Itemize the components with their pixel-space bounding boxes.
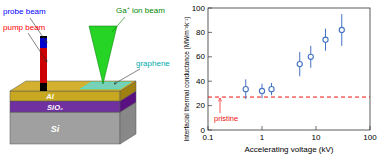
y-tick bbox=[208, 32, 212, 33]
schematic-label: Ga⁺ ion beam bbox=[116, 6, 165, 15]
data-point bbox=[243, 87, 248, 92]
laser-rod bbox=[40, 36, 47, 91]
probe-beam bbox=[40, 38, 47, 48]
plot-area bbox=[208, 14, 370, 99]
pristine-label: pristine bbox=[214, 114, 238, 123]
ion-cone bbox=[89, 26, 117, 84]
y-tick-label: 20 bbox=[196, 101, 205, 110]
schematic-label: SiO₂ bbox=[47, 103, 63, 112]
x-tick-label: 10 bbox=[312, 133, 321, 142]
y-tick bbox=[208, 56, 212, 57]
si-layer-face bbox=[10, 112, 120, 144]
data-point bbox=[308, 54, 313, 59]
si-layer-top bbox=[10, 102, 136, 112]
schematic-label: Si bbox=[51, 124, 60, 134]
plot-frame bbox=[208, 8, 370, 130]
schematic-label: probe beam bbox=[3, 7, 46, 16]
y-tick bbox=[208, 81, 212, 82]
pristine-arrow bbox=[220, 98, 221, 113]
y-tick bbox=[208, 105, 212, 106]
sio2-layer-top bbox=[10, 91, 136, 101]
axes: 0.1110100020406080100 bbox=[192, 4, 378, 143]
schematic-label: graphene bbox=[136, 59, 170, 68]
schematic-label: Al bbox=[45, 92, 54, 101]
data-point bbox=[339, 27, 344, 32]
y-tick-label: 60 bbox=[196, 52, 205, 61]
data-point bbox=[297, 62, 302, 67]
schematic-label: pump beam bbox=[3, 23, 46, 32]
data-point bbox=[269, 87, 274, 92]
pristine-line bbox=[208, 97, 370, 98]
y-tick-label: 0 bbox=[201, 126, 206, 135]
arrow bbox=[28, 33, 47, 62]
sio2-layer-face bbox=[10, 101, 120, 112]
y-axis-label: Interfacial thermal conductance (MWm⁻²k⁻… bbox=[183, 16, 191, 141]
arrow bbox=[112, 17, 125, 32]
x-axis-label: Accelerating voltage (kV) bbox=[245, 145, 334, 154]
al-layer-face bbox=[10, 91, 120, 101]
data-point bbox=[323, 37, 328, 42]
x-tick bbox=[316, 126, 317, 130]
arrow bbox=[114, 69, 140, 84]
x-tick-label: 100 bbox=[363, 133, 377, 142]
x-tick-label: 1 bbox=[260, 133, 265, 142]
graphene-patch bbox=[80, 82, 131, 89]
y-tick-label: 40 bbox=[196, 77, 205, 86]
chart: Si SiO₂ Al probe beam pump beam Ga⁺ ion beam g… bbox=[0, 0, 378, 158]
y-tick-label: 80 bbox=[196, 28, 205, 37]
x-tick bbox=[262, 126, 263, 130]
data-point bbox=[259, 88, 264, 93]
y-tick-label: 100 bbox=[192, 4, 206, 13]
schematic: Si SiO₂ Al probe beam pump beam Ga⁺ ion beam g… bbox=[3, 6, 170, 144]
